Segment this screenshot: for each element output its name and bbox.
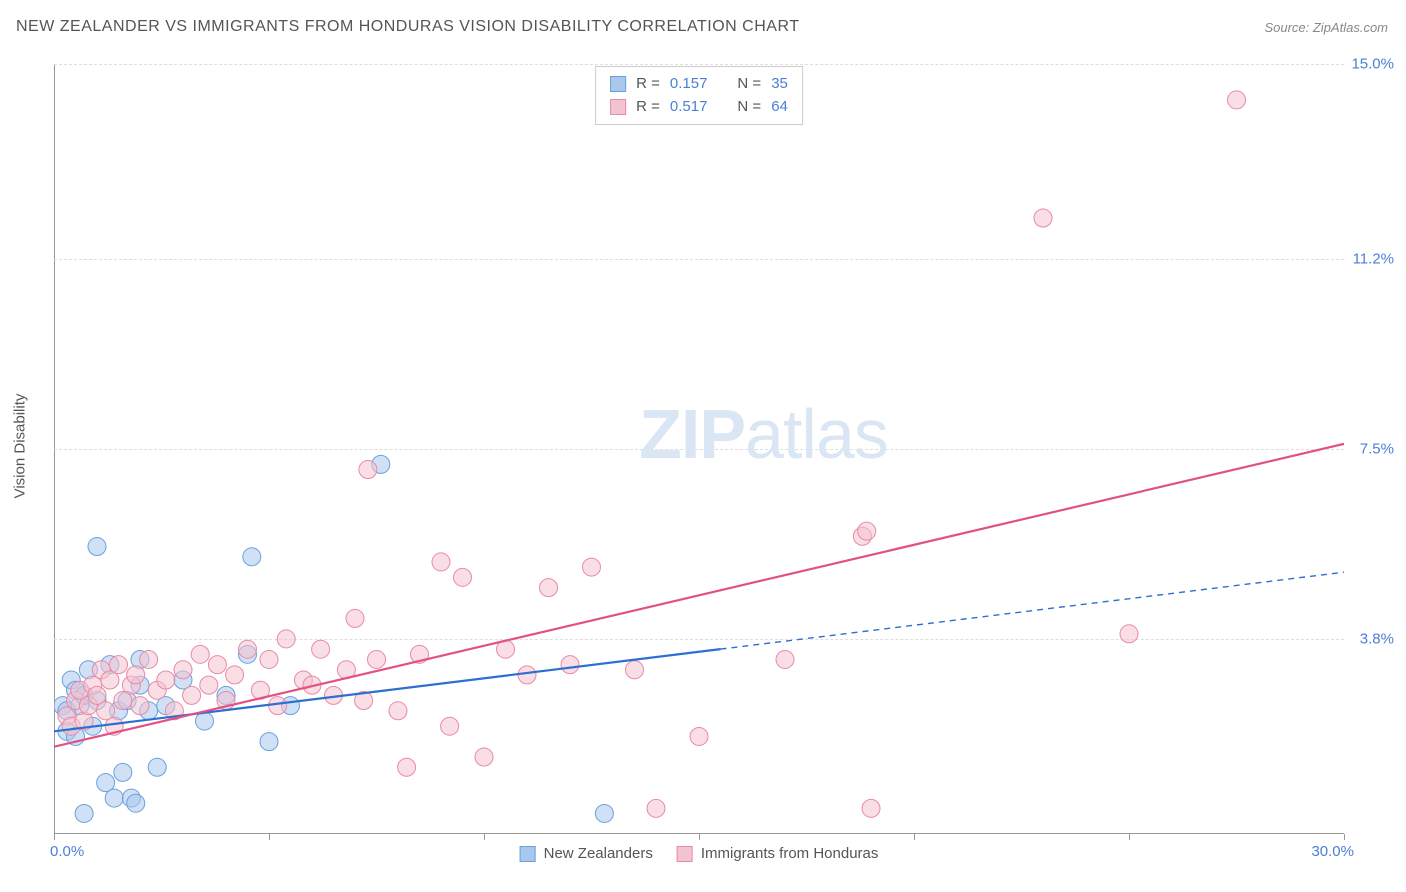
x-tick-mark bbox=[699, 834, 700, 840]
scatter-point bbox=[183, 686, 201, 704]
scatter-point bbox=[260, 650, 278, 668]
scatter-point bbox=[127, 666, 145, 684]
legend-n-label: N = bbox=[737, 73, 761, 96]
scatter-plot bbox=[54, 64, 1344, 834]
scatter-point bbox=[475, 748, 493, 766]
scatter-point bbox=[226, 666, 244, 684]
legend-series-name: New Zealanders bbox=[544, 845, 653, 862]
x-tick-mark bbox=[1129, 834, 1130, 840]
scatter-point bbox=[368, 650, 386, 668]
scatter-point bbox=[148, 758, 166, 776]
x-tick-min: 0.0% bbox=[50, 843, 84, 860]
scatter-point bbox=[105, 789, 123, 807]
scatter-point bbox=[647, 799, 665, 817]
legend-n-value: 64 bbox=[771, 96, 788, 119]
scatter-point bbox=[157, 671, 175, 689]
scatter-point bbox=[583, 558, 601, 576]
legend-swatch bbox=[677, 846, 693, 862]
scatter-point bbox=[196, 712, 214, 730]
legend-series-name: Immigrants from Honduras bbox=[701, 845, 879, 862]
scatter-point bbox=[454, 568, 472, 586]
y-axis-label: Vision Disability bbox=[12, 394, 29, 499]
scatter-point bbox=[127, 794, 145, 812]
legend-r-value: 0.157 bbox=[670, 73, 708, 96]
regression-line bbox=[54, 444, 1344, 747]
scatter-point bbox=[88, 538, 106, 556]
scatter-point bbox=[398, 758, 416, 776]
scatter-point bbox=[862, 799, 880, 817]
x-tick-max: 30.0% bbox=[1311, 843, 1354, 860]
scatter-point bbox=[561, 656, 579, 674]
scatter-point bbox=[595, 804, 613, 822]
scatter-point bbox=[75, 804, 93, 822]
scatter-point bbox=[432, 553, 450, 571]
scatter-point bbox=[277, 630, 295, 648]
legend-n-label: N = bbox=[737, 96, 761, 119]
legend-r-label: R = bbox=[636, 73, 660, 96]
y-tick-label: 7.5% bbox=[1344, 441, 1394, 458]
scatter-point bbox=[1034, 209, 1052, 227]
scatter-point bbox=[200, 676, 218, 694]
scatter-point bbox=[690, 727, 708, 745]
legend-r-label: R = bbox=[636, 96, 660, 119]
source-label: Source: ZipAtlas.com bbox=[1264, 20, 1388, 35]
legend-swatch bbox=[610, 99, 626, 115]
legend-n-value: 35 bbox=[771, 73, 788, 96]
legend-stats-row: R = 0.157 N = 35 bbox=[610, 73, 788, 96]
x-tick-mark bbox=[914, 834, 915, 840]
scatter-point bbox=[312, 640, 330, 658]
legend-series-item: New Zealanders bbox=[520, 845, 653, 862]
scatter-point bbox=[140, 650, 158, 668]
scatter-point bbox=[208, 656, 226, 674]
y-tick-label: 11.2% bbox=[1344, 251, 1394, 268]
scatter-point bbox=[858, 522, 876, 540]
scatter-point bbox=[269, 697, 287, 715]
legend-swatch bbox=[610, 76, 626, 92]
x-tick-mark bbox=[269, 834, 270, 840]
legend-r-value: 0.517 bbox=[670, 96, 708, 119]
scatter-point bbox=[346, 609, 364, 627]
regression-line-extrapolated bbox=[721, 572, 1345, 649]
scatter-point bbox=[776, 650, 794, 668]
chart-area: ZIPatlas R = 0.157N = 35R = 0.517N = 64 … bbox=[54, 64, 1344, 834]
chart-title: NEW ZEALANDER VS IMMIGRANTS FROM HONDURA… bbox=[16, 18, 799, 36]
y-tick-label: 3.8% bbox=[1344, 630, 1394, 647]
scatter-point bbox=[239, 640, 257, 658]
x-tick-mark bbox=[484, 834, 485, 840]
scatter-point bbox=[174, 661, 192, 679]
scatter-point bbox=[131, 697, 149, 715]
scatter-point bbox=[389, 702, 407, 720]
scatter-point bbox=[260, 733, 278, 751]
legend-series-item: Immigrants from Honduras bbox=[677, 845, 879, 862]
scatter-point bbox=[441, 717, 459, 735]
scatter-point bbox=[110, 656, 128, 674]
scatter-point bbox=[1228, 91, 1246, 109]
scatter-point bbox=[191, 645, 209, 663]
legend-stats-row: R = 0.517 N = 64 bbox=[610, 96, 788, 119]
scatter-point bbox=[114, 763, 132, 781]
scatter-point bbox=[359, 461, 377, 479]
x-tick-mark bbox=[54, 834, 55, 840]
legend-swatch bbox=[520, 846, 536, 862]
scatter-point bbox=[1120, 625, 1138, 643]
scatter-point bbox=[243, 548, 261, 566]
scatter-point bbox=[626, 661, 644, 679]
y-tick-label: 15.0% bbox=[1344, 56, 1394, 73]
scatter-point bbox=[540, 579, 558, 597]
legend-series: New Zealanders Immigrants from Honduras bbox=[520, 845, 879, 862]
legend-stats: R = 0.157 N = 35 R = 0.517 N = 64 bbox=[595, 66, 803, 125]
x-tick-mark bbox=[1344, 834, 1345, 840]
